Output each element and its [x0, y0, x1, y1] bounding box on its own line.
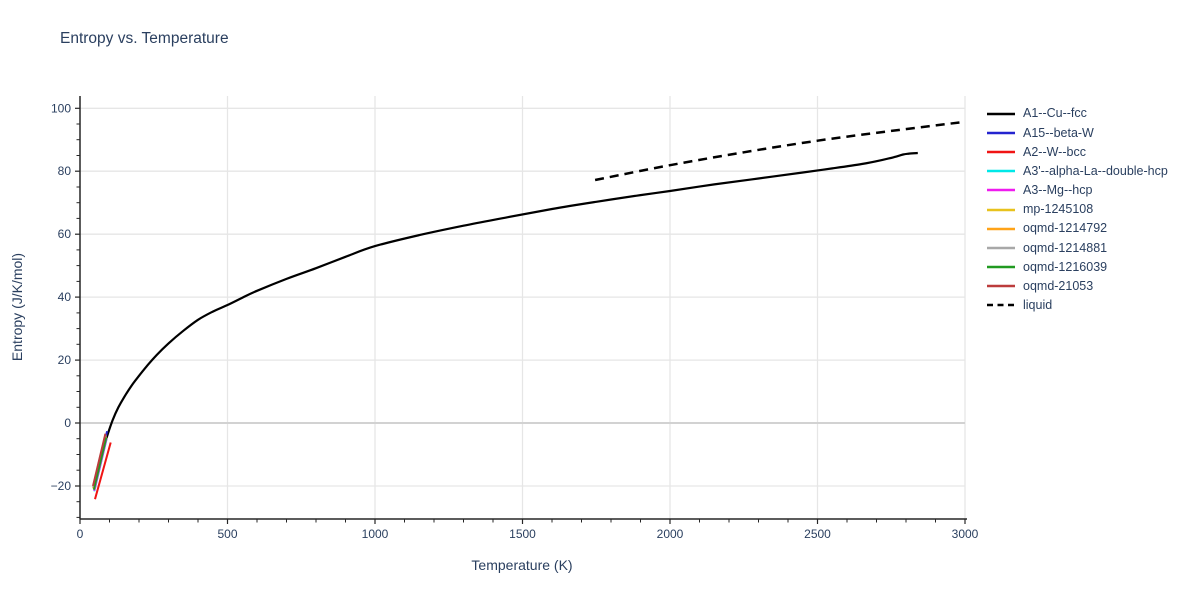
legend-label: A2--W--bcc: [1023, 144, 1086, 159]
legend-item-a3-alpha-la-double-hcp[interactable]: A3'--alpha-La--double-hcp: [986, 162, 1168, 181]
legend-label: oqmd-1214792: [1023, 221, 1108, 236]
legend-swatch-oqmd-1214792: [987, 227, 1015, 230]
legend-swatch-liquid: [987, 304, 1015, 307]
legend-swatch-oqmd-1216039: [987, 265, 1015, 269]
legend-item-a3-mg-hcp[interactable]: A3--Mg--hcp: [986, 181, 1168, 200]
y-tick-label: 60: [58, 227, 72, 241]
legend-item-liquid[interactable]: liquid: [986, 296, 1168, 315]
chart-title: Entropy vs. Temperature: [60, 30, 229, 47]
x-tick-label: 2000: [657, 527, 684, 541]
y-tick-label: 80: [58, 164, 72, 178]
legend-label: A1--Cu--fcc: [1023, 106, 1087, 121]
legend-swatch-a3-mg-hcp: [987, 189, 1015, 192]
y-tick-label: 100: [51, 101, 71, 115]
legend-label: mp-1245108: [1023, 202, 1094, 217]
x-tick-label: 3000: [952, 527, 979, 541]
legend-swatch-a2-w-bcc: [987, 150, 1015, 154]
series-line-oqmd-1216039: [92, 437, 108, 490]
x-tick-label: 1500: [509, 527, 536, 541]
legend-label: A3'--alpha-La--double-hcp: [1023, 163, 1168, 178]
x-tick-label: 0: [77, 527, 84, 541]
legend-item-mp-1245108[interactable]: mp-1245108: [986, 200, 1168, 219]
legend-label: oqmd-1216039: [1023, 259, 1108, 274]
legend-swatch-mp-1245108: [987, 208, 1015, 211]
legend-label: A3--Mg--hcp: [1023, 183, 1093, 198]
legend-item-oqmd-21053[interactable]: oqmd-21053: [986, 277, 1168, 296]
y-tick-label: 20: [58, 353, 72, 367]
gridlines: [80, 96, 966, 519]
y-tick-label: −20: [51, 479, 72, 493]
series-line-a1-cu-fcc: [93, 151, 918, 489]
y-tick-label: 40: [58, 290, 72, 304]
legend-label: A15--beta-W: [1023, 125, 1094, 140]
series-lines: [92, 120, 966, 500]
series-line-a2-w-bcc: [94, 442, 112, 500]
legend-item-oqmd-1214792[interactable]: oqmd-1214792: [986, 219, 1168, 238]
x-axis-title: Temperature (K): [471, 557, 573, 573]
legend-item-a1-cu-fcc[interactable]: A1--Cu--fcc: [986, 104, 1168, 123]
tick-marks: [75, 107, 966, 524]
legend-item-oqmd-1214881[interactable]: oqmd-1214881: [986, 238, 1168, 257]
x-tick-label: 2500: [804, 527, 831, 541]
legend-label: oqmd-1214881: [1023, 240, 1108, 255]
series-line-liquid: [594, 120, 966, 182]
x-tick-label: 500: [217, 527, 237, 541]
legend-item-oqmd-1216039[interactable]: oqmd-1216039: [986, 258, 1168, 277]
axes: [79, 96, 967, 520]
legend-label: liquid: [1023, 298, 1053, 313]
legend-swatch-oqmd-1214881: [987, 246, 1015, 250]
legend-swatch-a3-alpha-la-double-hcp: [987, 169, 1015, 173]
y-axis-title: Entropy (J/K/mol): [9, 252, 25, 362]
legend: A1--Cu--fcc A15--beta-W A2--W--bcc A3'--alp…: [986, 104, 1168, 315]
legend-item-a15-beta-w[interactable]: A15--beta-W: [986, 123, 1168, 142]
x-tick-label: 1000: [362, 527, 389, 541]
y-tick-label: 0: [64, 416, 71, 430]
legend-swatch-a15-beta-w: [987, 131, 1015, 135]
legend-swatch-a1-cu-fcc: [987, 112, 1015, 115]
tick-labels: 0 500 1000 1500 2000 2500 3000 −20 0 20 40 60 80 100: [51, 101, 979, 541]
legend-label: oqmd-21053: [1023, 279, 1094, 294]
legend-swatch-oqmd-21053: [987, 285, 1015, 288]
legend-item-a2-w-bcc[interactable]: A2--W--bcc: [986, 142, 1168, 161]
series-line-oqmd-21053: [92, 433, 107, 487]
